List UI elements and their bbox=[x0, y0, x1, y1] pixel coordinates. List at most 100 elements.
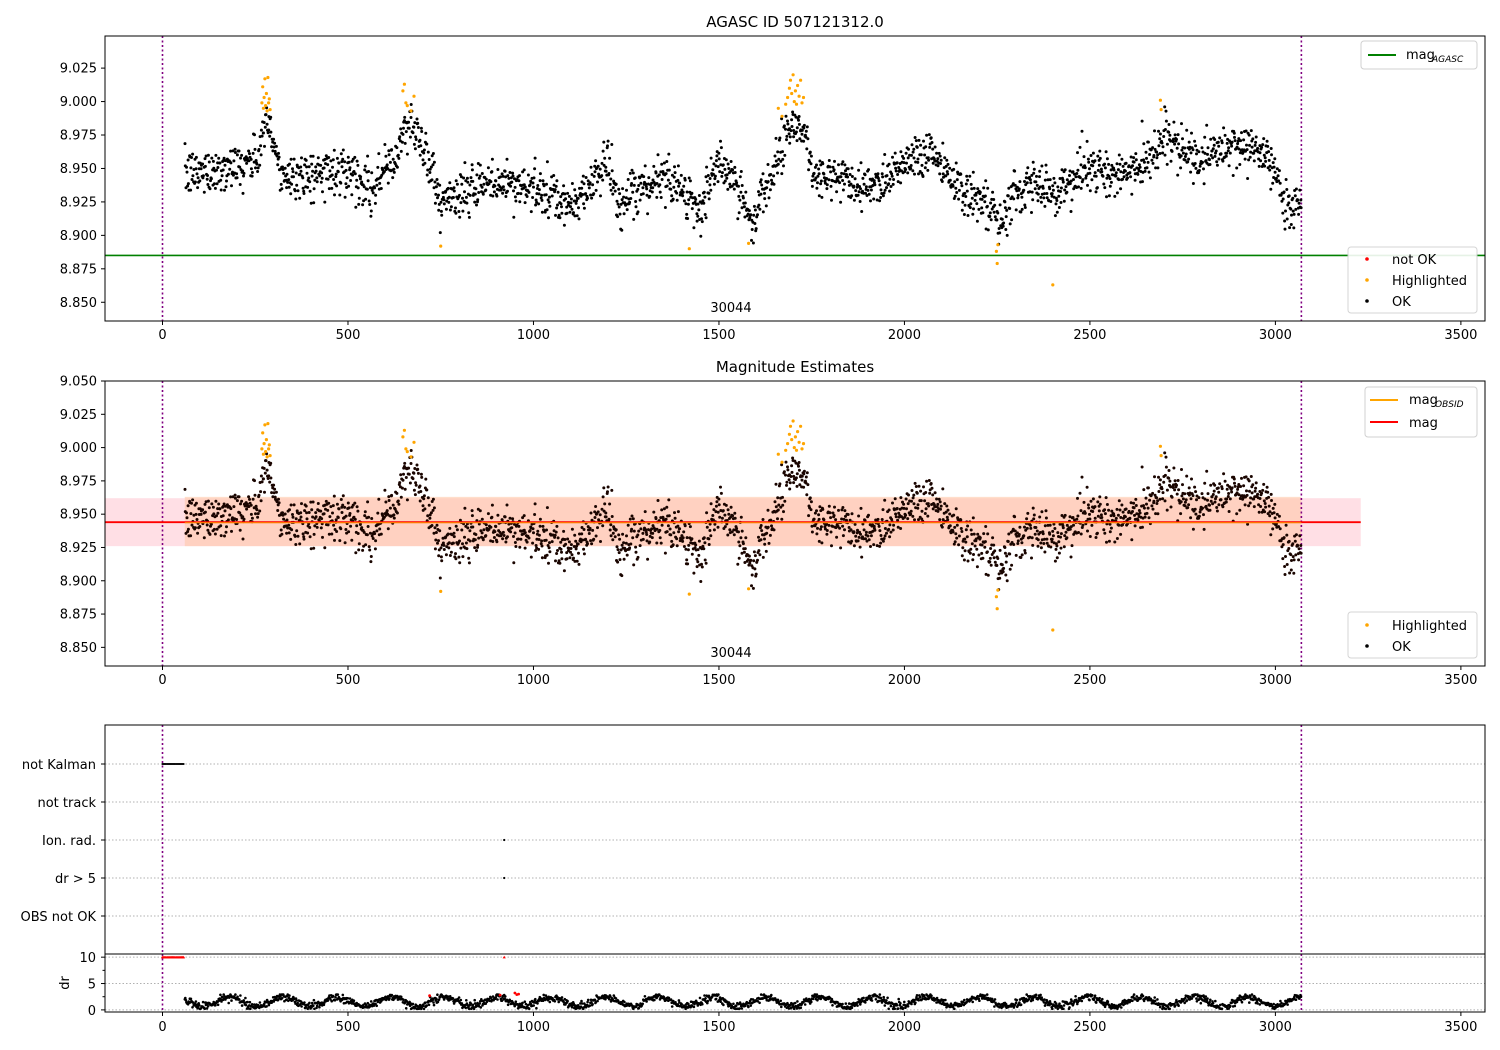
ok-point bbox=[1084, 174, 1088, 178]
ok-point bbox=[294, 197, 298, 201]
ok-point bbox=[517, 179, 521, 183]
ok-point bbox=[1245, 493, 1249, 497]
ok-point bbox=[776, 517, 779, 521]
ok-point bbox=[269, 115, 273, 119]
ok-point bbox=[395, 165, 399, 169]
agasc-ytick-label: 8.850 bbox=[60, 296, 97, 311]
ok-point bbox=[621, 532, 625, 536]
ok-point bbox=[1262, 153, 1266, 157]
ok-point bbox=[916, 160, 920, 164]
ok-point bbox=[695, 565, 699, 569]
highlighted-point bbox=[263, 423, 267, 427]
ok-point bbox=[408, 135, 412, 139]
ok-point bbox=[420, 130, 424, 133]
ok-point bbox=[532, 176, 536, 180]
ok-point bbox=[719, 491, 723, 495]
ok-point bbox=[1124, 161, 1128, 165]
ok-point bbox=[717, 503, 721, 507]
ok-point bbox=[797, 122, 801, 126]
ok-point bbox=[1025, 517, 1029, 521]
ok-point bbox=[414, 135, 418, 139]
ok-point bbox=[294, 517, 298, 521]
ok-point bbox=[984, 525, 988, 528]
ok-point bbox=[1273, 157, 1277, 161]
ok-point bbox=[1181, 497, 1185, 501]
ok-point bbox=[228, 167, 232, 171]
ok-point bbox=[554, 559, 557, 563]
ok-point bbox=[928, 491, 932, 495]
ok-point bbox=[401, 132, 405, 136]
ok-point bbox=[998, 231, 1002, 235]
legend-agasc-label: mag bbox=[1406, 48, 1435, 63]
ok-point bbox=[1227, 146, 1231, 150]
ok-point bbox=[1134, 497, 1138, 501]
ok-point bbox=[429, 511, 433, 515]
ok-point bbox=[707, 537, 711, 541]
ok-point bbox=[250, 516, 254, 520]
ok-point bbox=[976, 187, 980, 191]
mag-xtick-label: 2500 bbox=[1073, 673, 1106, 688]
ok-point bbox=[257, 493, 261, 497]
ok-point bbox=[963, 191, 967, 195]
ok-point bbox=[672, 185, 676, 189]
ok-point bbox=[539, 196, 543, 200]
ok-point bbox=[437, 193, 440, 197]
ok-point bbox=[1004, 573, 1008, 577]
ok-point bbox=[574, 194, 578, 198]
ok-point bbox=[233, 493, 237, 497]
ok-point bbox=[917, 518, 920, 522]
ok-point bbox=[299, 511, 303, 515]
ok-point bbox=[989, 563, 993, 567]
ok-point bbox=[607, 517, 611, 521]
ok-point bbox=[723, 167, 727, 171]
ok-point bbox=[1120, 503, 1124, 507]
ok-point bbox=[599, 194, 602, 198]
ok-point bbox=[1108, 177, 1112, 181]
ok-point bbox=[351, 503, 355, 507]
ok-point bbox=[1039, 200, 1043, 204]
ok-point bbox=[723, 525, 727, 529]
ok-point bbox=[415, 117, 419, 121]
ok-point bbox=[646, 212, 650, 216]
dr-point bbox=[184, 998, 188, 1002]
ok-point bbox=[211, 505, 215, 509]
ok-point bbox=[858, 545, 862, 549]
ok-point bbox=[937, 497, 941, 501]
ok-point bbox=[1130, 192, 1134, 196]
ok-point bbox=[1247, 504, 1251, 508]
ok-point bbox=[1299, 544, 1303, 547]
ok-point bbox=[1035, 183, 1039, 187]
ok-point bbox=[1263, 164, 1267, 168]
ok-point bbox=[523, 531, 527, 535]
ok-point bbox=[1259, 505, 1263, 508]
ok-point bbox=[1147, 516, 1151, 520]
ok-point bbox=[778, 136, 782, 140]
ok-point bbox=[455, 528, 459, 532]
ok-point bbox=[1235, 145, 1239, 149]
panel-agasc: 0 500 1000 1500 2000 2500 3000 35008.8508.8758.… bbox=[60, 13, 1486, 343]
ok-point bbox=[413, 493, 417, 497]
dr-point bbox=[346, 997, 350, 1000]
ok-point bbox=[409, 103, 413, 106]
ok-point bbox=[1086, 529, 1089, 533]
highlighted-point bbox=[747, 241, 751, 245]
ok-point bbox=[1249, 496, 1253, 500]
ok-point bbox=[1262, 499, 1266, 503]
ok-point bbox=[764, 549, 768, 553]
ok-point bbox=[642, 175, 646, 179]
ok-point bbox=[502, 534, 506, 537]
ok-point bbox=[536, 184, 540, 187]
mag-ytick-label: 8.975 bbox=[60, 474, 97, 489]
ok-point bbox=[1206, 152, 1209, 156]
ok-point bbox=[931, 493, 935, 497]
ok-point bbox=[1268, 514, 1272, 518]
ok-point bbox=[1033, 532, 1037, 536]
ok-point bbox=[930, 141, 934, 144]
ok-point bbox=[807, 514, 811, 518]
mag-ytick-label: 8.900 bbox=[60, 574, 97, 589]
ok-point bbox=[795, 484, 799, 488]
highlighted-point bbox=[784, 102, 788, 106]
ok-point bbox=[632, 529, 636, 533]
ok-point bbox=[238, 511, 242, 515]
ok-point bbox=[1057, 194, 1061, 198]
